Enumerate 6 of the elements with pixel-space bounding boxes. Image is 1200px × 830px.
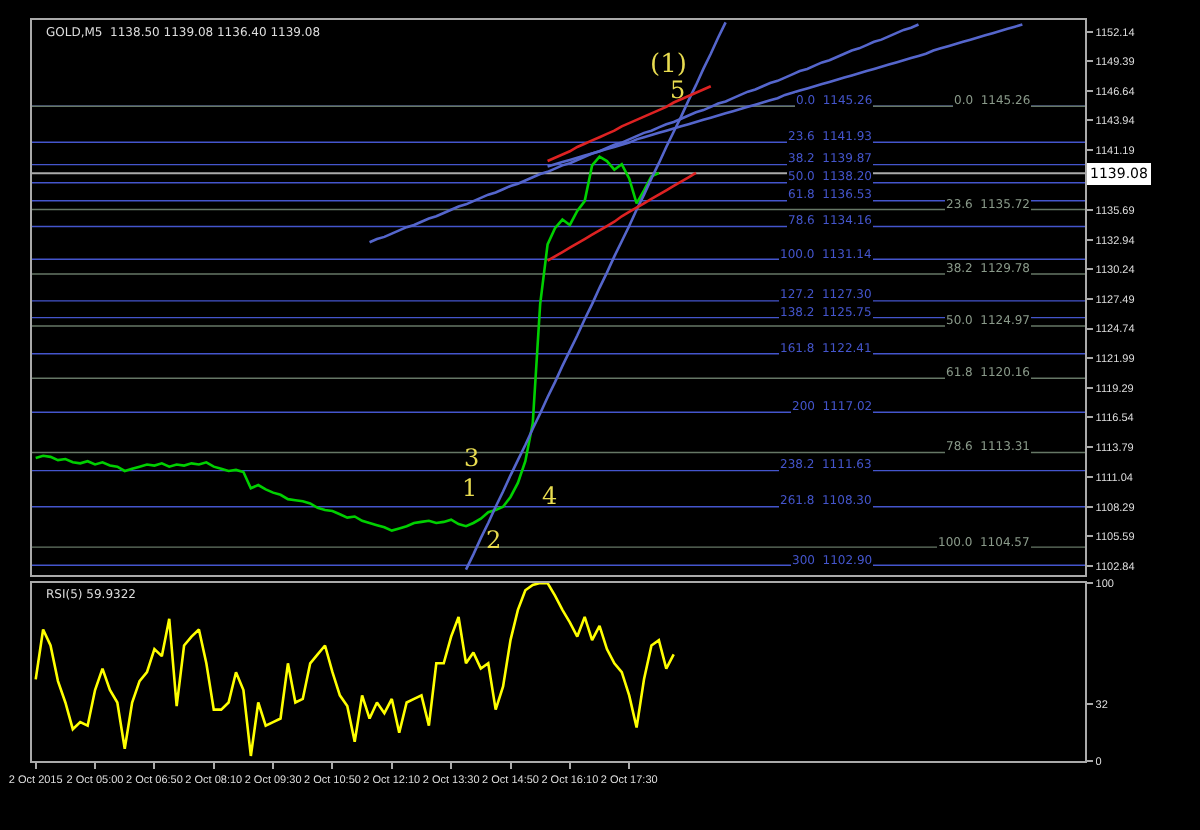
annotation: 1 [462, 474, 478, 502]
annotation: 5 [670, 76, 686, 104]
annotation: 2 [486, 526, 502, 554]
annotation: 3 [464, 444, 480, 472]
annotation: (1) [650, 50, 687, 80]
annotation: 4 [542, 482, 558, 510]
